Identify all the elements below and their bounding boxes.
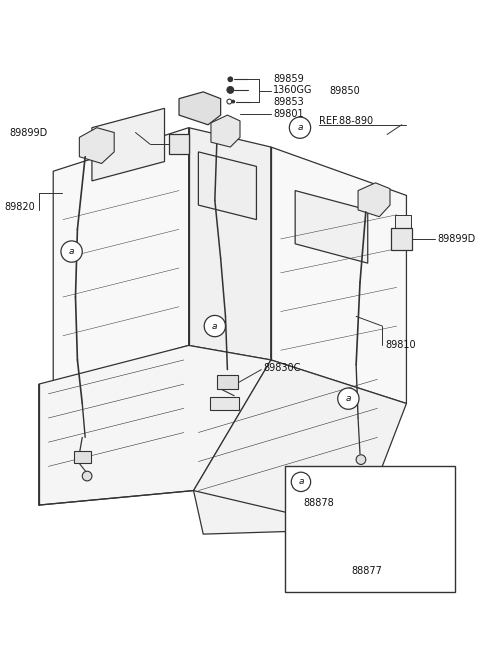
Text: 89810: 89810	[385, 340, 416, 350]
Text: 88878: 88878	[303, 498, 334, 508]
Text: a: a	[298, 478, 304, 486]
Polygon shape	[211, 115, 240, 147]
Polygon shape	[271, 147, 407, 403]
Polygon shape	[189, 128, 271, 360]
Text: 89853: 89853	[273, 96, 304, 106]
Text: 89830C: 89830C	[263, 363, 300, 373]
Polygon shape	[92, 108, 165, 181]
Circle shape	[325, 508, 333, 515]
Polygon shape	[179, 92, 221, 125]
Text: 89820: 89820	[5, 202, 36, 212]
Circle shape	[291, 472, 311, 491]
Circle shape	[228, 76, 233, 82]
Circle shape	[227, 87, 234, 93]
Text: 89850: 89850	[329, 86, 360, 96]
Circle shape	[227, 99, 232, 104]
Circle shape	[356, 455, 366, 464]
Polygon shape	[79, 128, 114, 163]
Text: a: a	[212, 321, 217, 331]
Text: 89801: 89801	[273, 109, 303, 119]
Text: 89899D: 89899D	[10, 127, 48, 138]
Text: 89899D: 89899D	[437, 234, 476, 244]
Text: 89859: 89859	[273, 74, 304, 84]
Text: a: a	[297, 123, 303, 132]
Polygon shape	[193, 360, 407, 534]
Bar	[73, 451, 91, 462]
Polygon shape	[358, 183, 390, 216]
Circle shape	[82, 471, 92, 481]
Polygon shape	[295, 191, 368, 263]
Text: 1360GG: 1360GG	[273, 85, 312, 95]
Polygon shape	[39, 346, 271, 505]
Bar	[210, 397, 239, 410]
Text: a: a	[69, 247, 74, 256]
Text: 88877: 88877	[351, 566, 382, 576]
Circle shape	[204, 316, 226, 337]
Circle shape	[338, 388, 359, 409]
Polygon shape	[395, 215, 411, 230]
Bar	[391, 228, 412, 250]
Text: a: a	[346, 394, 351, 403]
Bar	[169, 134, 189, 154]
Bar	[217, 375, 238, 390]
Polygon shape	[198, 152, 256, 220]
Polygon shape	[53, 128, 189, 384]
Circle shape	[289, 117, 311, 138]
Text: REF.88-890: REF.88-890	[319, 116, 373, 126]
Circle shape	[61, 241, 82, 262]
Circle shape	[346, 539, 355, 548]
Circle shape	[231, 100, 235, 104]
Bar	[286, 466, 455, 592]
